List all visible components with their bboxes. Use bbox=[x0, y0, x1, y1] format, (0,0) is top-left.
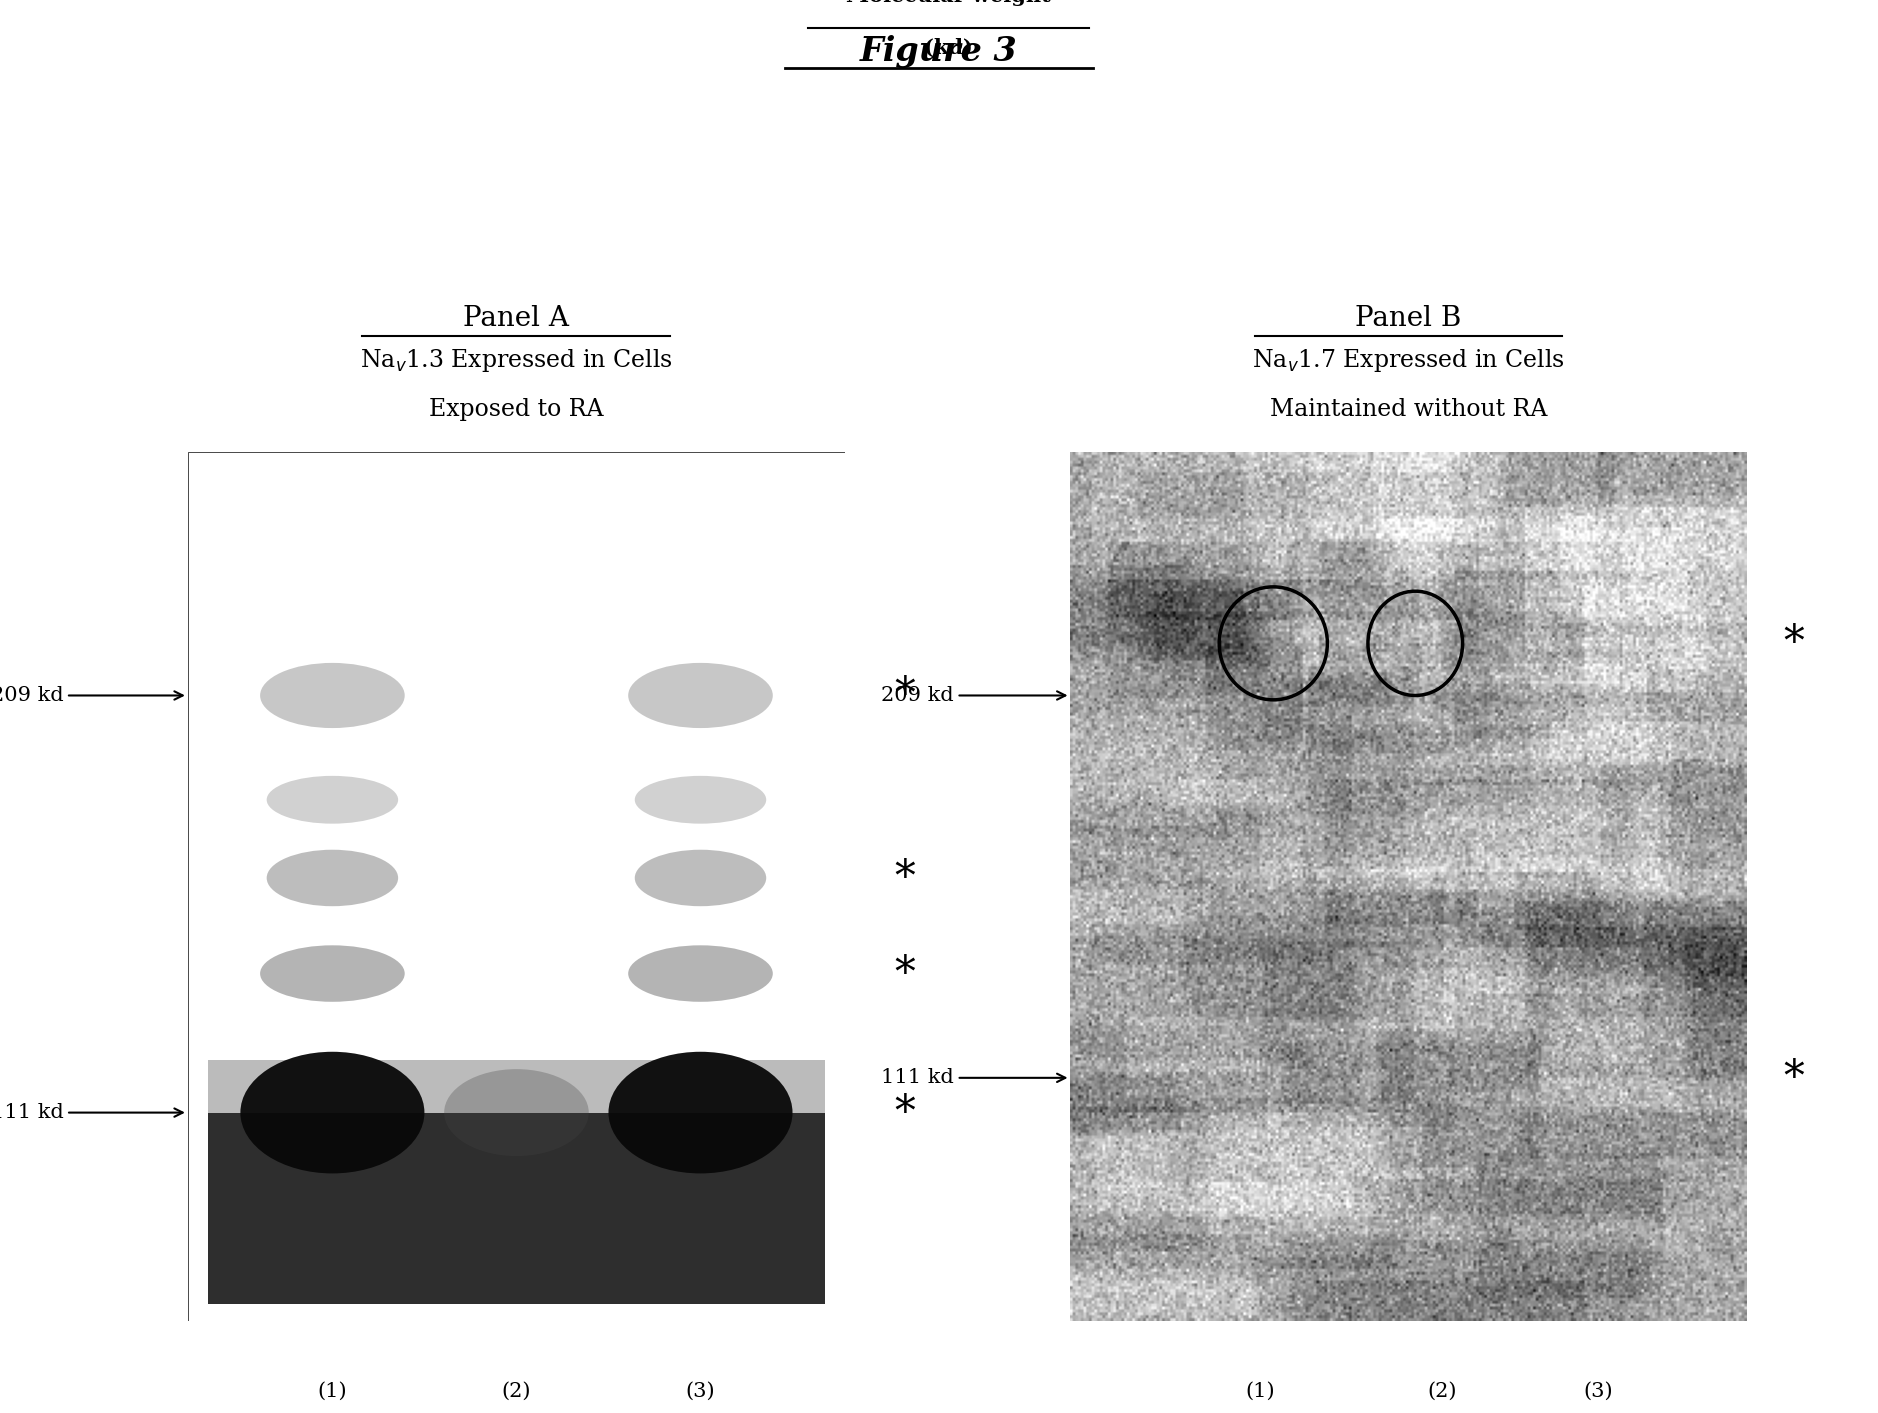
Text: Figure 3: Figure 3 bbox=[860, 35, 1018, 68]
Text: (1): (1) bbox=[1245, 1382, 1275, 1400]
Text: Panel B: Panel B bbox=[1356, 305, 1461, 332]
Text: Molecular weight: Molecular weight bbox=[845, 0, 1052, 6]
Text: Exposed to RA: Exposed to RA bbox=[430, 398, 603, 421]
Text: (3): (3) bbox=[685, 1382, 716, 1400]
Text: *: * bbox=[894, 1092, 915, 1133]
Text: 209 kd: 209 kd bbox=[881, 685, 1065, 705]
Text: *: * bbox=[1784, 1057, 1805, 1099]
Ellipse shape bbox=[445, 1070, 590, 1156]
Text: Panel A: Panel A bbox=[464, 305, 569, 332]
Text: 111 kd: 111 kd bbox=[0, 1104, 182, 1122]
Ellipse shape bbox=[635, 849, 766, 906]
Ellipse shape bbox=[240, 1051, 424, 1173]
Text: 209 kd: 209 kd bbox=[0, 685, 182, 705]
Text: *: * bbox=[1784, 622, 1805, 664]
Text: (2): (2) bbox=[1427, 1382, 1457, 1400]
Text: (kd): (kd) bbox=[924, 38, 973, 58]
Ellipse shape bbox=[267, 849, 398, 906]
Text: 111 kd: 111 kd bbox=[881, 1068, 1065, 1088]
Text: *: * bbox=[894, 856, 915, 899]
Ellipse shape bbox=[267, 776, 398, 824]
Text: (2): (2) bbox=[501, 1382, 531, 1400]
Ellipse shape bbox=[259, 663, 406, 728]
Ellipse shape bbox=[608, 1051, 793, 1173]
Text: *: * bbox=[894, 674, 915, 716]
Text: (3): (3) bbox=[1583, 1382, 1613, 1400]
Text: (1): (1) bbox=[317, 1382, 347, 1400]
Bar bbox=[208, 1112, 826, 1304]
Bar bbox=[208, 1060, 826, 1112]
Ellipse shape bbox=[259, 945, 406, 1002]
Text: *: * bbox=[894, 952, 915, 995]
Text: Maintained without RA: Maintained without RA bbox=[1270, 398, 1547, 421]
Text: Na$_v$1.3 Expressed in Cells: Na$_v$1.3 Expressed in Cells bbox=[361, 348, 672, 374]
Ellipse shape bbox=[635, 776, 766, 824]
Ellipse shape bbox=[627, 663, 774, 728]
Text: Na$_v$1.7 Expressed in Cells: Na$_v$1.7 Expressed in Cells bbox=[1253, 348, 1564, 374]
Ellipse shape bbox=[627, 945, 774, 1002]
